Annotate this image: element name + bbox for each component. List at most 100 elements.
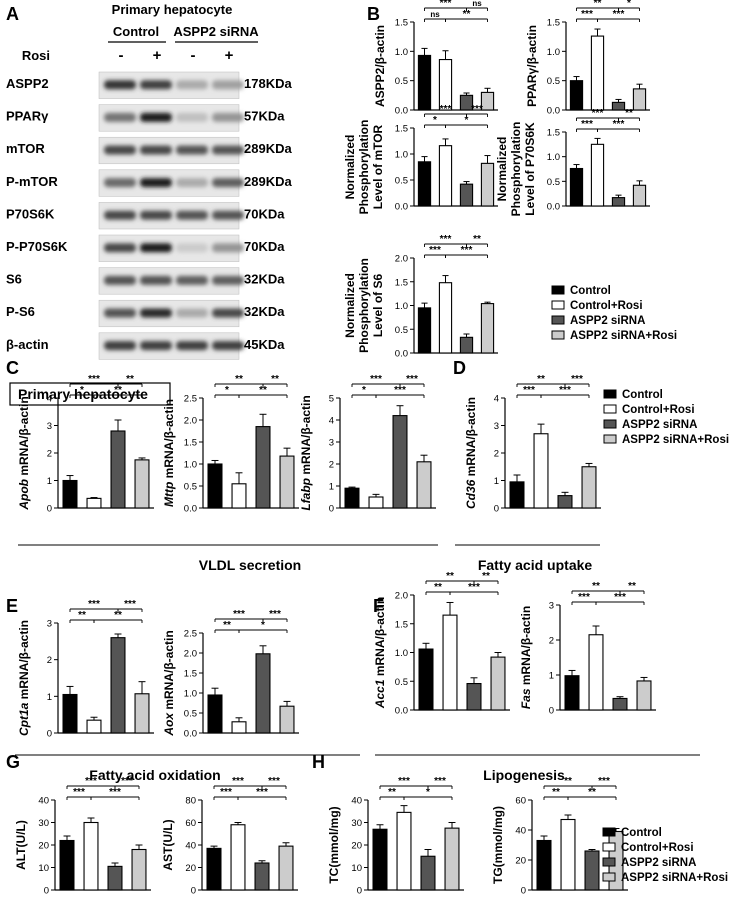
significance-label: *** (613, 9, 625, 20)
y-tick-label: 60 (515, 796, 526, 807)
bar (418, 648, 434, 711)
significance-label: ** (271, 374, 279, 385)
y-tick-label: 1.5 (395, 619, 408, 630)
blot-band (140, 341, 172, 351)
legend-label: Control+Rosi (622, 404, 695, 416)
panel-label-D: D (453, 358, 466, 378)
legend-swatch (551, 300, 565, 310)
significance-label: *** (220, 787, 232, 798)
y-tick-label: 4 (47, 394, 52, 405)
blot-band (140, 308, 172, 318)
blot-band (176, 275, 208, 285)
significance-label: * (80, 385, 84, 396)
y-tick-label: 3 (329, 438, 334, 449)
y-tick-label: 2.0 (395, 591, 408, 602)
significance-label: *** (598, 776, 610, 787)
y-tick-label: 0.0 (395, 202, 408, 213)
significance-label: *** (559, 385, 571, 396)
significance-label: *** (471, 104, 483, 115)
legend-label: ASPP2 siRNA (621, 857, 696, 869)
significance-label: ** (259, 385, 267, 396)
blot-protein-label: P-mTOR (6, 174, 58, 189)
bar (557, 495, 573, 509)
blot-band (212, 80, 244, 90)
y-tick-label: 1 (47, 692, 52, 703)
y-tick-label: 1 (494, 476, 499, 487)
y-tick-label: 1.5 (547, 18, 560, 29)
bar (59, 839, 75, 891)
y-tick-label: 0.5 (547, 76, 560, 87)
y-tick-label: 80 (185, 796, 196, 807)
y-tick-label: 4 (329, 416, 334, 427)
y-axis-label: Phosphorylation (509, 122, 523, 217)
bar (254, 862, 270, 891)
rosi-sign: - (119, 47, 124, 64)
bar (110, 637, 126, 734)
blot-size-label: 70KDa (244, 206, 285, 221)
legend-swatch (603, 434, 617, 444)
significance-label: *** (85, 776, 97, 787)
y-tick-label: 1 (549, 671, 554, 682)
blot-group-sirna: ASPP2 siRNA (173, 24, 259, 39)
significance-label: * (627, 0, 631, 9)
legend-label: Control (622, 389, 663, 401)
y-axis-label: PPARγ/β-actin (525, 25, 539, 107)
y-tick-label: 0.0 (395, 106, 408, 117)
y-tick-label: 20 (185, 863, 196, 874)
significance-label: *** (394, 385, 406, 396)
bar (569, 80, 584, 111)
significance-label: ** (223, 620, 231, 631)
y-tick-label: 0.5 (184, 482, 197, 493)
significance-label: ns (472, 0, 482, 8)
significance-label: *** (614, 592, 626, 603)
y-tick-label: 2.0 (184, 649, 197, 660)
legend-swatch (602, 827, 616, 837)
bar (278, 845, 294, 891)
significance-label: *** (571, 374, 583, 385)
significance-label: ** (552, 787, 560, 798)
significance-label: *** (124, 599, 136, 610)
y-axis-label: Level of P70S6K (523, 122, 537, 216)
bar (417, 307, 432, 354)
significance-label: *** (578, 592, 590, 603)
significance-label: ** (588, 787, 596, 798)
blot-band (212, 341, 244, 351)
y-tick-label: 0.0 (395, 349, 408, 360)
blot-protein-label: S6 (6, 272, 22, 287)
significance-label: *** (613, 119, 625, 130)
y-tick-label: 0 (47, 729, 52, 740)
blot-band (176, 341, 208, 351)
blot-band (212, 210, 244, 220)
blot-row: P70S6K 70KDa (6, 202, 285, 230)
y-axis-label: Apob mRNA/β-actin (17, 396, 31, 510)
bar (564, 675, 580, 711)
significance-label: *** (406, 374, 418, 385)
y-tick-label: 1.0 (184, 460, 197, 471)
bar (131, 848, 147, 891)
y-axis-label: Level of mTOR (371, 124, 385, 209)
legend-label: ASPP2 siRNA (622, 419, 697, 431)
y-tick-label: 0 (191, 886, 196, 897)
blot-band (140, 178, 172, 188)
y-tick-label: 1.0 (395, 150, 408, 161)
blot-band (212, 112, 244, 122)
significance-label: *** (429, 245, 441, 256)
y-tick-label: 2.0 (184, 416, 197, 427)
panel-label-B: B (367, 4, 380, 24)
significance-label: ** (434, 582, 442, 593)
bar (231, 483, 247, 509)
blot-band (176, 178, 208, 188)
significance-label: *** (468, 582, 480, 593)
significance-label: ** (114, 385, 122, 396)
y-tick-label: 1.5 (395, 18, 408, 29)
bar (110, 430, 126, 509)
y-tick-label: 0 (329, 504, 334, 515)
significance-label: *** (523, 385, 535, 396)
bar (584, 850, 600, 891)
section-title-vldl: VLDL secretion (199, 557, 301, 573)
bar (279, 705, 295, 734)
bar (86, 497, 102, 509)
